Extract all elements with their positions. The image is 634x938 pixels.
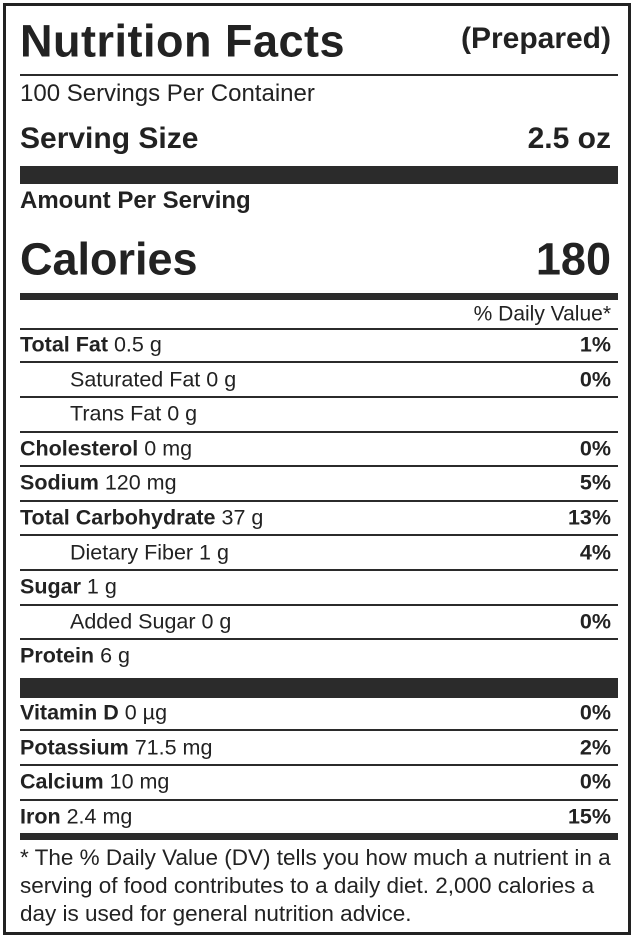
nutrient-amount: 37 g [221, 505, 264, 530]
daily-value: 0% [579, 769, 611, 794]
calories-value: 180 [535, 233, 611, 285]
nutrient-name: Trans Fat [70, 401, 162, 426]
nutrient-row: Added Sugar 0 g [70, 609, 232, 634]
serving-size-value: 2.5 oz [527, 122, 611, 155]
nutrient-row: Total Carbohydrate 37 g [20, 507, 263, 529]
daily-value-header: % Daily Value* [473, 302, 611, 326]
nutrient-row: Trans Fat 0 g [70, 403, 197, 425]
rule [20, 430, 618, 433]
rule [20, 499, 618, 502]
daily-value: 2% [579, 734, 611, 759]
nutrition-label: Nutrition Facts (Prepared) 100 Servings … [3, 3, 631, 935]
subtitle: (Prepared) [460, 22, 611, 55]
daily-value: 5% [579, 470, 611, 495]
nutrient-name: Potassium [20, 734, 129, 759]
nutrient-name: Calcium [20, 769, 104, 794]
nutrient-name: Total Carbohydrate [20, 505, 216, 530]
nutrient-name: Saturated Fat [70, 366, 201, 391]
nutrient-row: Saturated Fat 0 g [70, 366, 237, 391]
nutrient-name: Added Sugar [70, 609, 196, 634]
rule [20, 729, 618, 732]
nutrient-row: Calcium 10 mg [20, 769, 170, 794]
nutrient-row: Iron 2.4 mg [20, 806, 132, 828]
nutrient-row: Potassium 71.5 mg [20, 734, 213, 759]
nutrient-row: Sugar 1 g [20, 576, 117, 598]
nutrient-amount: 0 µg [124, 700, 168, 725]
rule [20, 603, 618, 606]
footnote: * The % Daily Value (DV) tells you how m… [20, 845, 611, 926]
daily-value: 0% [579, 609, 611, 634]
daily-value: 15% [567, 804, 611, 829]
nutrient-amount: 1 g [199, 539, 229, 564]
daily-value: 0% [579, 700, 611, 725]
rule [20, 465, 618, 468]
thick-rule [20, 678, 618, 698]
amount-per-serving: Amount Per Serving [20, 187, 251, 214]
nutrient-row: Total Fat 0.5 g [20, 334, 162, 356]
nutrient-amount: 0 g [201, 609, 232, 634]
nutrient-amount: 0 mg [144, 436, 193, 461]
daily-value: 1% [579, 332, 611, 357]
daily-value: 4% [579, 539, 611, 564]
nutrient-amount: 10 mg [109, 769, 170, 794]
thick-rule [20, 833, 618, 840]
nutrient-name: Sodium [20, 470, 99, 495]
nutrient-amount: 120 mg [104, 470, 177, 495]
rule [20, 798, 618, 801]
nutrient-row: Protein 6 g [20, 643, 130, 668]
title: Nutrition Facts [20, 15, 346, 67]
rule [20, 395, 618, 398]
rule [20, 638, 618, 641]
nutrient-amount: 0 g [206, 366, 237, 391]
nutrient-name: Dietary Fiber [70, 539, 194, 564]
rule [20, 764, 618, 767]
nutrient-row: Dietary Fiber 1 g [70, 539, 229, 564]
nutrient-amount: 0 g [167, 401, 198, 426]
calories-label: Calories [20, 233, 198, 285]
daily-value: 13% [567, 505, 611, 530]
nutrient-row: Sodium 120 mg [20, 470, 177, 495]
nutrient-name: Cholesterol [20, 436, 139, 461]
nutrient-row: Vitamin D 0 µg [20, 702, 167, 724]
nutrient-name: Iron [20, 804, 61, 829]
rule [20, 534, 618, 537]
rule [20, 361, 618, 364]
rule [20, 74, 618, 76]
nutrient-amount: 1 g [86, 574, 117, 599]
daily-value: 0% [579, 436, 611, 461]
servings: 100 Servings Per Container [20, 80, 315, 107]
nutrient-name: Vitamin D [20, 700, 119, 725]
nutrient-name: Total Fat [20, 332, 108, 357]
nutrient-row: Cholesterol 0 mg [20, 436, 193, 461]
nutrient-name: Sugar [20, 574, 81, 599]
nutrient-amount: 2.4 mg [66, 804, 133, 829]
nutrient-amount: 71.5 mg [134, 734, 213, 759]
rule [20, 568, 618, 571]
thick-rule [20, 293, 618, 300]
daily-value: 0% [579, 366, 611, 391]
thick-rule [20, 166, 618, 184]
serving-size-label: Serving Size [20, 122, 199, 155]
nutrient-amount: 0.5 g [113, 332, 162, 357]
nutrient-amount: 6 g [100, 643, 130, 668]
rule [20, 328, 618, 330]
nutrient-name: Protein [20, 643, 95, 668]
